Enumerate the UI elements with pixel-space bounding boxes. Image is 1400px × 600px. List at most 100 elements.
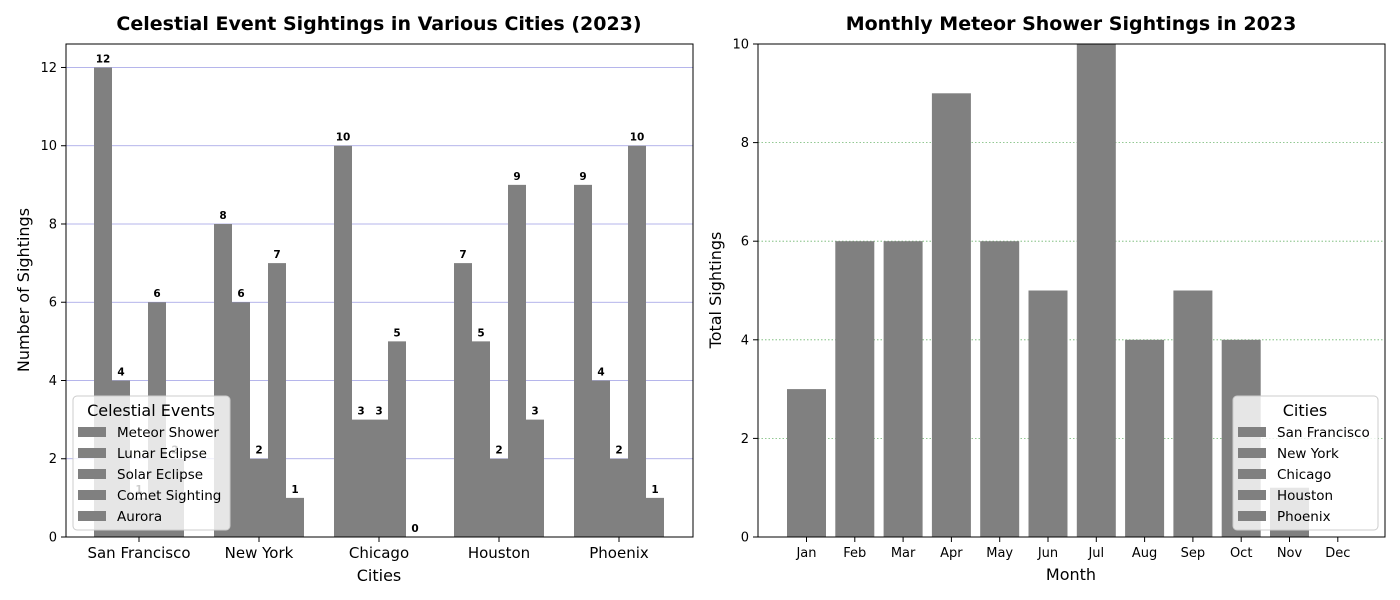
chart1-data-label: 3 bbox=[357, 406, 364, 418]
chart1-data-label: 5 bbox=[477, 327, 484, 339]
chart2-bars bbox=[787, 44, 1309, 538]
chart1-x-tick-label: San Francisco bbox=[87, 544, 190, 562]
chart1-bar-phoenix-solar-eclipse bbox=[610, 458, 628, 537]
chart2-y-tick-label: 10 bbox=[732, 38, 749, 53]
chart2-legend-label: Houston bbox=[1277, 488, 1333, 504]
chart1-bar-phoenix-aurora bbox=[646, 497, 664, 537]
chart2-bar-jun bbox=[1028, 290, 1068, 537]
chart2-legend-label: Chicago bbox=[1277, 467, 1331, 483]
chart1-bar-chicago-meteor-shower bbox=[334, 145, 352, 537]
chart1-data-label: 6 bbox=[237, 288, 244, 300]
chart1-data-label: 9 bbox=[513, 171, 520, 183]
chart1-bar-chicago-solar-eclipse bbox=[370, 419, 388, 537]
chart2-legend-swatch bbox=[1238, 490, 1266, 500]
chart2-y-tick-label: 6 bbox=[741, 235, 749, 250]
chart1-bar-houston-meteor-shower bbox=[454, 263, 472, 537]
chart2-bar-jan bbox=[787, 389, 826, 537]
chart1-y-tick-label: 8 bbox=[49, 217, 57, 232]
chart1-data-label: 8 bbox=[219, 210, 226, 222]
chart2-x-tick-label: Jan bbox=[795, 546, 816, 561]
chart2-y-axis-label: Total Sightings bbox=[706, 232, 725, 350]
chart1-legend-title: Celestial Events bbox=[87, 401, 215, 420]
chart2-bar-may bbox=[980, 241, 1020, 537]
chart1-y-tick-label: 12 bbox=[40, 61, 57, 76]
chart1-legend-items: Meteor Shower Lunar Eclipse Solar Eclipse C… bbox=[78, 425, 221, 525]
chart2-x-tick-label: Sep bbox=[1181, 546, 1206, 561]
chart1-data-label: 2 bbox=[495, 445, 502, 457]
chart1-x-tick-label: New York bbox=[225, 544, 294, 562]
chart1-legend: Celestial Events Meteor Shower Lunar Ecli… bbox=[72, 395, 231, 531]
chart2-x-tick-label: Jun bbox=[1037, 546, 1058, 561]
monthly-meteor-chart: Monthly Meteor Shower Sightings in 2023 … bbox=[706, 13, 1386, 584]
chart1-data-label: 1 bbox=[651, 484, 658, 496]
chart2-legend-items: San Francisco New York Chicago Houston Phoen… bbox=[1238, 425, 1370, 525]
chart1-y-tick-label: 10 bbox=[40, 139, 57, 154]
chart2-legend-title: Cities bbox=[1283, 401, 1328, 420]
chart2-x-axis-label: Month bbox=[1046, 565, 1096, 584]
chart1-x-axis-label: Cities bbox=[357, 566, 402, 585]
chart1-y-tick-label: 2 bbox=[49, 452, 57, 467]
chart2-y-tick-label: 2 bbox=[741, 432, 749, 447]
chart1-y-tick-label: 6 bbox=[49, 296, 57, 311]
chart1-bar-phoenix-comet-sighting bbox=[628, 145, 646, 537]
chart2-x-tick-label: Apr bbox=[940, 546, 963, 561]
chart2-legend-label: San Francisco bbox=[1277, 425, 1370, 441]
chart1-data-label: 0 bbox=[411, 523, 418, 535]
chart1-bar-labels: 1241628627110335075293942101 bbox=[96, 53, 659, 535]
chart2-x-tick-label: Feb bbox=[843, 546, 866, 561]
chart1-data-label: 12 bbox=[96, 53, 111, 65]
chart1-bar-new-york-aurora bbox=[286, 497, 304, 537]
chart2-legend-label: New York bbox=[1277, 446, 1339, 462]
chart1-legend-label: Aurora bbox=[117, 509, 162, 525]
chart1-data-label: 10 bbox=[630, 132, 645, 144]
chart1-legend-label: Comet Sighting bbox=[117, 488, 221, 504]
chart1-x-ticks: San Francisco New York Chicago Houston Phoen… bbox=[87, 537, 649, 562]
chart1-legend-label: Meteor Shower bbox=[117, 425, 219, 441]
chart2-x-tick-label: May bbox=[986, 546, 1013, 561]
chart2-x-tick-label: Jul bbox=[1087, 546, 1104, 561]
chart1-legend-label: Solar Eclipse bbox=[117, 467, 203, 483]
chart2-legend-swatch bbox=[1238, 511, 1266, 521]
chart1-bar-chicago-lunar-eclipse bbox=[352, 419, 370, 537]
chart2-y-ticks: 0 2 4 6 8 10 bbox=[732, 38, 758, 546]
chart2-bar-apr bbox=[931, 93, 971, 538]
chart1-data-label: 4 bbox=[597, 366, 604, 378]
chart1-x-tick-label: Houston bbox=[468, 544, 530, 562]
chart1-data-label: 2 bbox=[255, 445, 262, 457]
chart2-x-tick-label: Oct bbox=[1230, 546, 1252, 561]
chart1-legend-swatch bbox=[78, 427, 106, 437]
chart1-bar-new-york-comet-sighting bbox=[268, 263, 286, 537]
chart2-title: Monthly Meteor Shower Sightings in 2023 bbox=[846, 13, 1297, 35]
chart1-bar-phoenix-meteor-shower bbox=[574, 184, 592, 537]
chart2-y-tick-label: 4 bbox=[741, 333, 749, 348]
chart2-x-tick-label: Aug bbox=[1132, 546, 1157, 561]
chart2-y-tick-label: 8 bbox=[741, 136, 749, 151]
chart1-bar-houston-lunar-eclipse bbox=[472, 341, 490, 537]
chart1-data-label: 10 bbox=[336, 132, 351, 144]
chart1-y-ticks: 0 2 4 6 8 10 12 bbox=[40, 61, 66, 546]
chart1-data-label: 3 bbox=[375, 406, 382, 418]
chart2-legend-label: Phoenix bbox=[1277, 509, 1331, 525]
chart1-data-label: 4 bbox=[117, 366, 124, 378]
chart2-bar-feb bbox=[835, 241, 875, 537]
chart2-x-ticks: Jan Feb Mar Apr May Jun Jul Aug Sep Oct Nov Dec bbox=[795, 537, 1350, 561]
chart1-bar-chicago-comet-sighting bbox=[388, 341, 406, 537]
chart2-x-tick-label: Mar bbox=[891, 546, 916, 561]
chart1-y-tick-label: 4 bbox=[49, 374, 57, 389]
chart2-y-tick-label: 0 bbox=[741, 531, 749, 546]
chart1-legend-swatch bbox=[78, 469, 106, 479]
celestial-events-chart: Celestial Event Sightings in Various Cit… bbox=[14, 13, 694, 585]
chart1-data-label: 9 bbox=[579, 171, 586, 183]
chart1-title: Celestial Event Sightings in Various Cit… bbox=[116, 13, 641, 35]
chart1-data-label: 2 bbox=[615, 445, 622, 457]
chart1-y-axis-label: Number of Sightings bbox=[14, 208, 33, 372]
chart1-legend-swatch bbox=[78, 448, 106, 458]
chart1-bar-houston-comet-sighting bbox=[508, 184, 526, 537]
chart2-legend-swatch bbox=[1238, 448, 1266, 458]
chart2-bar-jul bbox=[1076, 44, 1116, 537]
chart1-legend-swatch bbox=[78, 490, 106, 500]
chart1-y-tick-label: 0 bbox=[49, 531, 57, 546]
chart2-legend-frame bbox=[1232, 395, 1379, 531]
chart1-data-label: 7 bbox=[459, 249, 466, 261]
chart2-bar-mar bbox=[883, 241, 923, 537]
